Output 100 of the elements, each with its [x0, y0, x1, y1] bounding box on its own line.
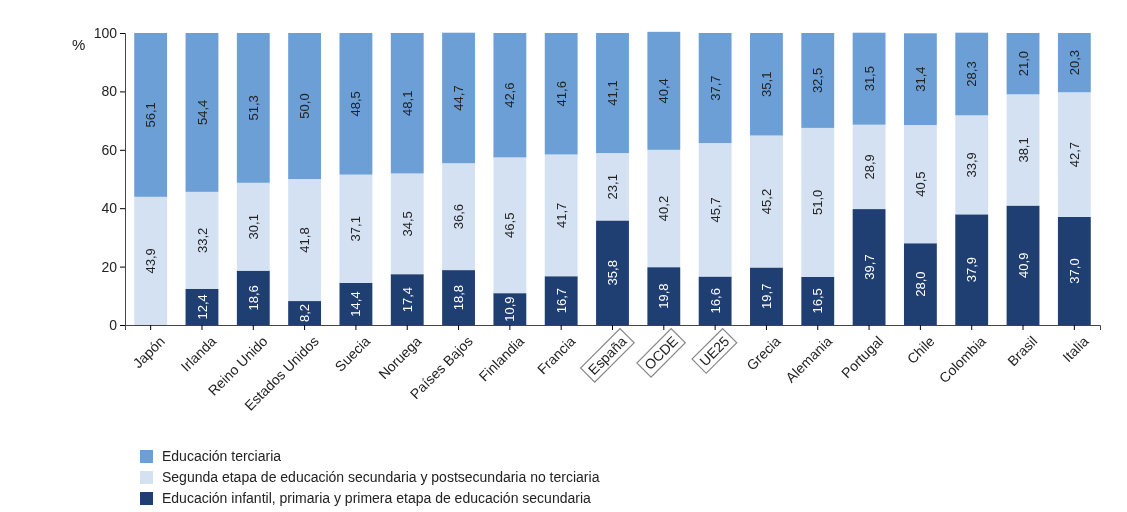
data-label: 41,1: [605, 80, 621, 106]
data-label: 51,0: [810, 189, 826, 216]
y-tick-label: 100: [93, 24, 118, 41]
data-label: 19,7: [759, 283, 774, 309]
data-label: 16,7: [553, 287, 569, 314]
bar: [185, 33, 219, 192]
data-label: 54,4: [194, 99, 210, 126]
data-label: 51,3: [245, 95, 261, 121]
bar: [852, 124, 886, 210]
data-label: 37,7: [707, 75, 723, 101]
data-label: 17,4: [399, 286, 415, 313]
data-label: 42,7: [1066, 141, 1082, 168]
data-label: 31,5: [861, 66, 877, 92]
legend-label: Educación terciaria: [162, 448, 282, 464]
data-label: 40,5: [912, 171, 928, 197]
data-label: 28,9: [861, 154, 877, 180]
bar: [903, 243, 937, 325]
data-label: 50,0: [297, 93, 313, 119]
bar: [390, 33, 424, 174]
y-tick-label: 40: [101, 200, 118, 217]
y-axis-title: %: [72, 36, 86, 53]
data-label: 21,0: [1015, 51, 1031, 77]
y-tick-label: 60: [101, 141, 118, 158]
bar: [647, 149, 681, 268]
bar: [1006, 33, 1040, 95]
data-label: 35,8: [605, 260, 621, 286]
bar: [903, 124, 937, 244]
y-tick-label: 80: [101, 83, 118, 100]
data-label: 44,7: [451, 85, 467, 111]
y-tick-label: 0: [109, 316, 118, 333]
bar: [903, 33, 937, 125]
data-label: 45,7: [707, 197, 723, 223]
bar: [955, 115, 989, 215]
bar: [750, 267, 783, 325]
data-label: 56,1: [143, 102, 159, 128]
data-label: 18,6: [245, 285, 261, 311]
data-label: 16,5: [810, 288, 826, 314]
bar: [442, 32, 475, 164]
data-label: 37,1: [348, 216, 364, 242]
data-label: 48,1: [399, 90, 415, 116]
data-label: 39,7: [861, 254, 877, 280]
data-label: 18,8: [451, 284, 467, 311]
data-label: 23,1: [605, 174, 621, 200]
data-label: 20,3: [1066, 49, 1082, 76]
bar: [852, 32, 886, 125]
bar: [698, 276, 732, 325]
data-label: 33,2: [194, 227, 210, 253]
data-label: 45,2: [759, 188, 774, 215]
data-label: 40,9: [1015, 252, 1031, 278]
bar: [596, 33, 629, 154]
data-label: 43,9: [143, 248, 159, 274]
bar: [544, 276, 578, 325]
data-label: 41,7: [553, 202, 569, 229]
bar: [339, 174, 373, 283]
data-label: 37,0: [1066, 258, 1082, 284]
legend-label: Educación infantil, primaria y primera etapa de educación secundaria: [162, 490, 592, 506]
data-label: 40,2: [656, 195, 672, 222]
data-label: 28,3: [964, 61, 980, 87]
bar: [647, 267, 681, 325]
bar: [339, 282, 373, 325]
data-label: 42,6: [502, 82, 518, 108]
bar: [801, 127, 835, 277]
bar: [442, 163, 475, 271]
bar: [1057, 33, 1091, 93]
bar: [236, 182, 270, 271]
data-label: 8,2: [297, 303, 313, 323]
bar: [185, 191, 219, 289]
data-label: 41,8: [297, 227, 313, 253]
data-label: 37,9: [964, 257, 980, 283]
bar: [288, 33, 322, 179]
data-label: 40,4: [656, 78, 672, 104]
bar: [801, 33, 835, 128]
bar: [647, 31, 681, 150]
bar: [596, 153, 629, 221]
data-label: 36,6: [451, 204, 467, 230]
bar: [750, 135, 783, 268]
data-label: 41,6: [553, 81, 569, 107]
bar: [390, 274, 424, 325]
data-label: 19,8: [656, 283, 672, 309]
bar: [852, 209, 886, 325]
bar: [544, 154, 578, 277]
bar: [698, 143, 732, 277]
bar: [801, 276, 835, 325]
bar: [288, 179, 322, 302]
bar: [236, 270, 270, 325]
data-label: 16,6: [707, 288, 723, 314]
data-label: 34,5: [399, 211, 415, 237]
bar: [955, 214, 989, 325]
bar: [750, 33, 783, 136]
data-label: 28,0: [912, 271, 928, 297]
data-label: 12,4: [194, 294, 210, 320]
bar: [1057, 216, 1091, 325]
data-label: 30,1: [245, 214, 261, 240]
bar: [390, 173, 424, 275]
data-label: 33,9: [964, 152, 980, 178]
bar: [955, 32, 989, 116]
bar: [1057, 92, 1091, 217]
bar: [134, 33, 168, 197]
y-tick-label: 20: [101, 258, 118, 275]
data-label: 46,5: [502, 212, 518, 238]
